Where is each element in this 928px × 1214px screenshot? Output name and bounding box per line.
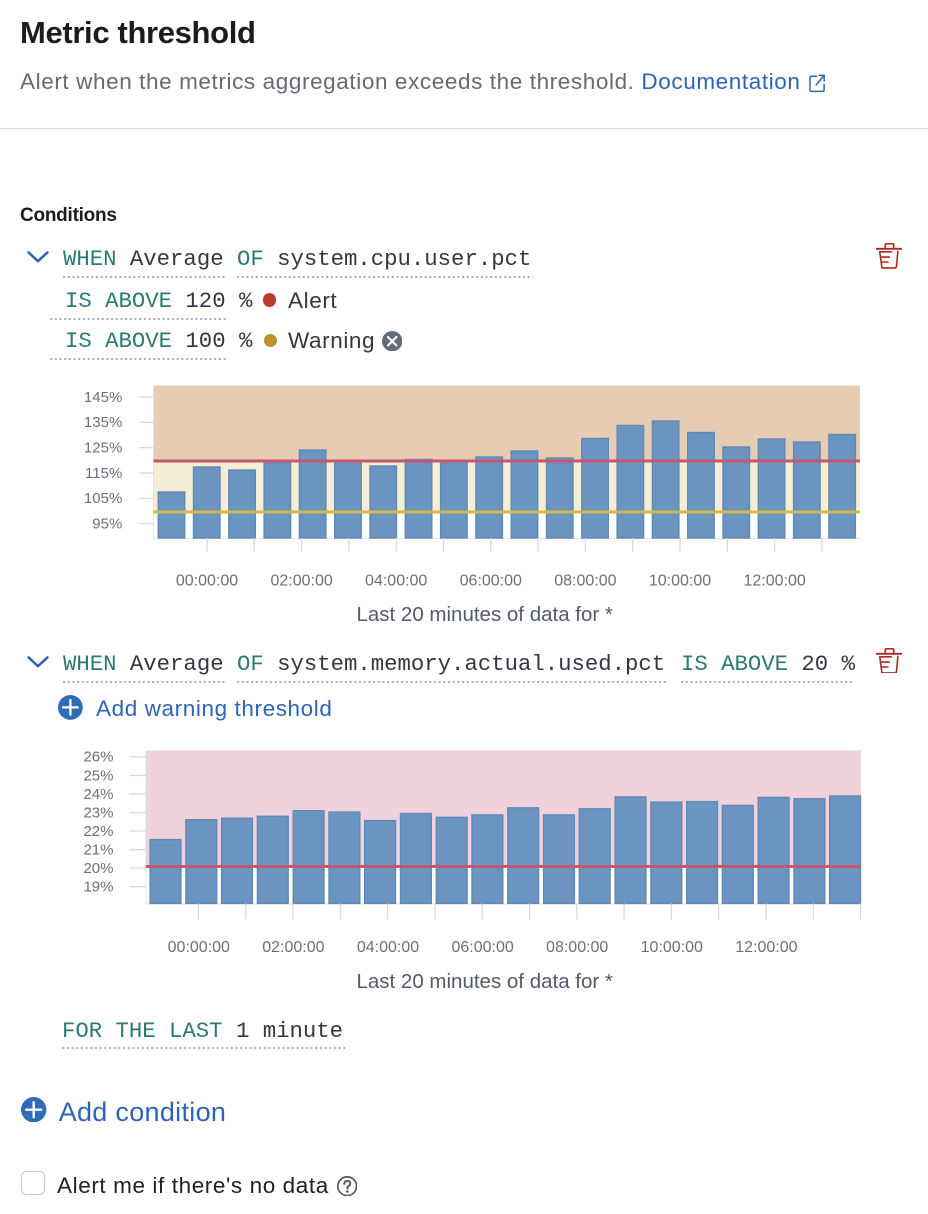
svg-text:22%: 22% <box>83 823 113 840</box>
svg-text:25%: 25% <box>83 767 113 784</box>
svg-text:105%: 105% <box>84 490 122 507</box>
svg-text:125%: 125% <box>84 440 122 457</box>
svg-text:20%: 20% <box>83 860 113 877</box>
svg-text:10:00:00: 10:00:00 <box>641 939 703 956</box>
svg-text:08:00:00: 08:00:00 <box>546 939 608 956</box>
svg-text:10:00:00: 10:00:00 <box>649 573 711 590</box>
svg-text:00:00:00: 00:00:00 <box>168 939 230 956</box>
svg-text:00:00:00: 00:00:00 <box>176 573 238 590</box>
svg-text:08:00:00: 08:00:00 <box>554 573 616 590</box>
svg-text:24%: 24% <box>83 786 113 803</box>
svg-text:02:00:00: 02:00:00 <box>270 573 332 590</box>
svg-text:21%: 21% <box>83 842 113 859</box>
svg-text:12:00:00: 12:00:00 <box>735 939 797 956</box>
svg-text:145%: 145% <box>84 389 122 406</box>
svg-text:06:00:00: 06:00:00 <box>451 939 513 956</box>
svg-text:19%: 19% <box>83 879 113 896</box>
svg-text:06:00:00: 06:00:00 <box>460 573 522 590</box>
svg-text:115%: 115% <box>85 465 122 482</box>
svg-text:23%: 23% <box>83 804 113 821</box>
svg-text:04:00:00: 04:00:00 <box>365 573 427 590</box>
svg-text:12:00:00: 12:00:00 <box>743 573 805 590</box>
svg-text:95%: 95% <box>92 515 122 532</box>
svg-text:02:00:00: 02:00:00 <box>262 939 324 956</box>
svg-text:26%: 26% <box>83 749 113 766</box>
svg-text:04:00:00: 04:00:00 <box>357 939 419 956</box>
svg-text:135%: 135% <box>84 414 122 431</box>
